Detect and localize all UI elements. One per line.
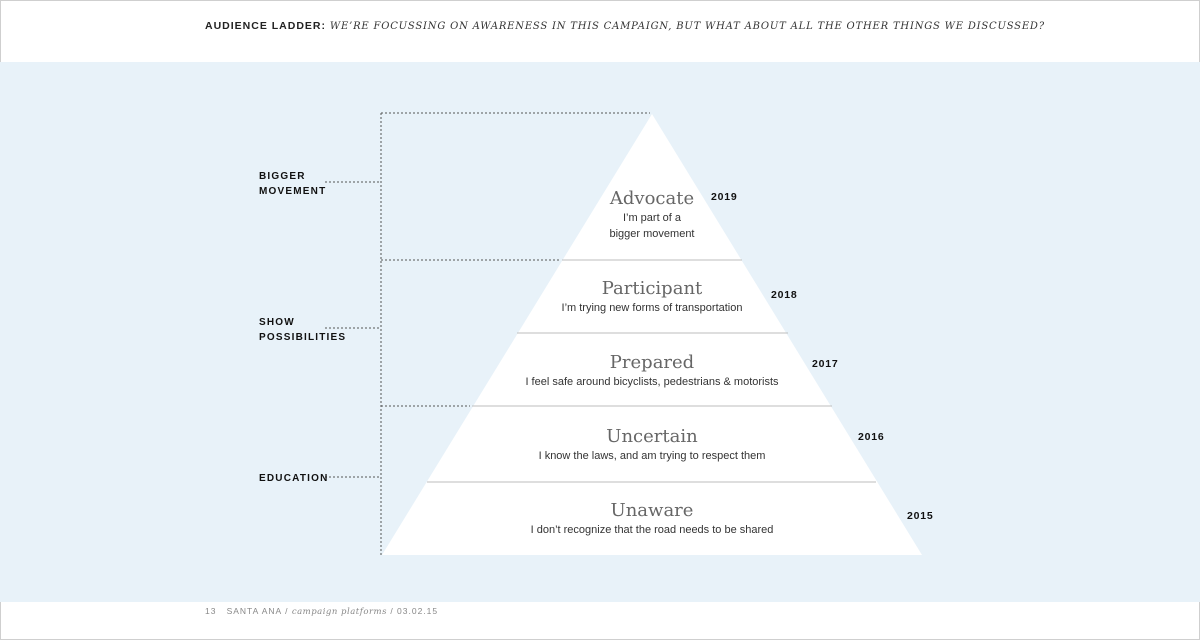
tier-title-unaware: Unaware <box>611 500 694 521</box>
footer-page-number: 13 <box>205 606 217 616</box>
tier-desc-uncertain: I know the laws, and am trying to respec… <box>539 450 766 462</box>
header-question: WE’RE FOCUSSING ON AWARENESS IN THIS CAM… <box>329 21 1045 32</box>
year-label-advocate: 2019 <box>711 191 738 203</box>
tier-desc-participant: I’m trying new forms of transportation <box>562 302 743 314</box>
grouping-bracket <box>325 112 650 555</box>
year-label-uncertain: 2016 <box>858 431 885 443</box>
group-label-show-possibilities: POSSIBILITIES <box>259 332 346 343</box>
group-label-bigger-movement: BIGGER <box>259 171 306 182</box>
tier-desc-advocate: I’m part of a <box>623 212 682 224</box>
tier-dividers <box>427 259 876 483</box>
year-label-unaware: 2015 <box>907 510 934 522</box>
group-label-bigger-movement: MOVEMENT <box>259 186 326 197</box>
year-label-prepared: 2017 <box>812 358 839 370</box>
group-label-education: EDUCATION <box>259 473 329 484</box>
footer-doc-title: campaign platforms <box>291 607 387 617</box>
tier-title-uncertain: Uncertain <box>606 426 698 447</box>
page-footer: 13 SANTA ANA / campaign platforms / 03.0… <box>205 606 438 617</box>
tier-desc-prepared: I feel safe around bicyclists, pedestria… <box>525 376 779 388</box>
tier-desc-advocate: bigger movement <box>610 228 695 240</box>
tier-title-advocate: Advocate <box>609 188 694 209</box>
group-label-show-possibilities: SHOW <box>259 317 295 328</box>
header-label: AUDIENCE LADDER: <box>205 20 326 32</box>
pyramid-shape <box>382 114 922 555</box>
tier-title-participant: Participant <box>602 278 703 299</box>
tier-desc-unaware: I don’t recognize that the road needs to… <box>531 524 774 536</box>
footer-date: / 03.02.15 <box>390 606 439 616</box>
tier-title-prepared: Prepared <box>610 352 694 373</box>
page-header: AUDIENCE LADDER: WE’RE FOCUSSING ON AWAR… <box>205 20 1045 36</box>
year-label-participant: 2018 <box>771 289 798 301</box>
footer-client: SANTA ANA / <box>226 606 289 616</box>
